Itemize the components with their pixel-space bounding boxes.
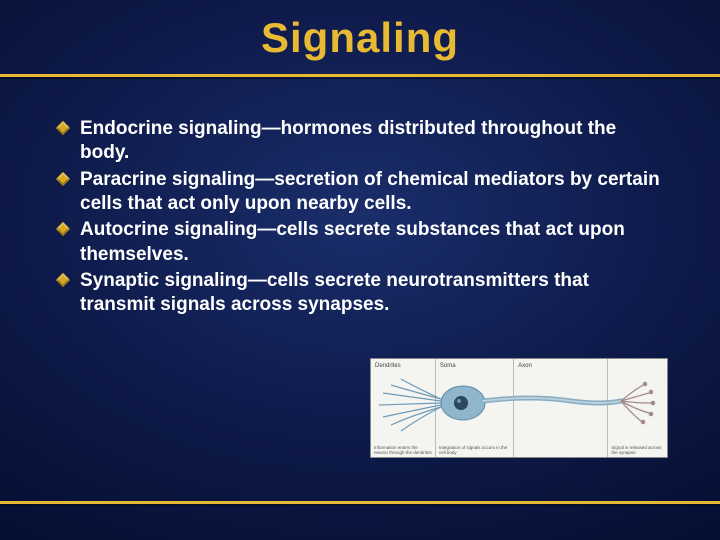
bullet-item: Paracrine signaling—secretion of chemica… [52, 168, 668, 217]
figure-panel-terminal: Signal is released across the synapse [608, 359, 667, 457]
panel-header: Soma [440, 363, 509, 369]
figure-panel-axon: Axon [514, 359, 608, 457]
figure-panel-dendrites: Dendrites Information enters the neuron … [371, 359, 436, 457]
panel-caption: Integration of signals occurs in the cel… [439, 445, 510, 455]
bullet-list: Endocrine signaling—hormones distributed… [52, 117, 668, 318]
slide-title: Signaling [0, 0, 720, 74]
panel-caption: Signal is released across the synapse [611, 445, 664, 455]
bullet-item: Endocrine signaling—hormones distributed… [52, 117, 668, 166]
panel-header: Dendrites [375, 363, 431, 369]
bullet-item: Synaptic signaling—cells secrete neurotr… [52, 269, 668, 318]
bottom-divider-shadow [0, 504, 720, 506]
bullet-item: Autocrine signaling—cells secrete substa… [52, 218, 668, 267]
panel-header: Axon [518, 363, 603, 369]
figure-columns: Dendrites Information enters the neuron … [371, 359, 667, 457]
neuron-figure: Dendrites Information enters the neuron … [370, 358, 668, 458]
figure-panel-soma: Soma Integration of signals occurs in th… [436, 359, 514, 457]
content-area: Endocrine signaling—hormones distributed… [0, 79, 720, 318]
panel-caption: Information enters the neuron through th… [374, 445, 432, 455]
